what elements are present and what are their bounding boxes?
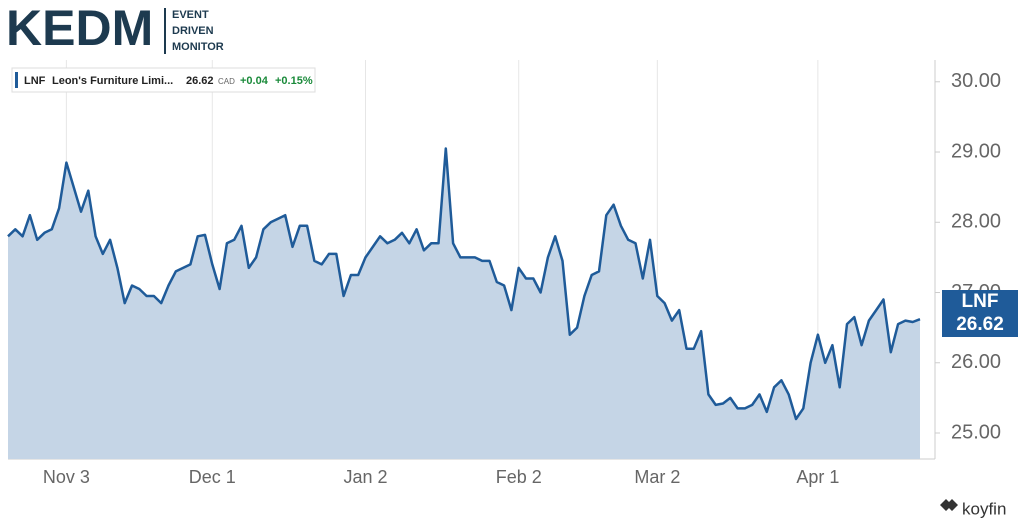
logo-line: MONITOR [172,41,224,53]
x-tick-label: Dec 1 [189,467,236,487]
logo-mark: KEDM [6,0,153,56]
legend-change: +0.04 [240,75,269,87]
price-tag-value: 26.62 [956,314,1004,335]
y-tick-label: 29.00 [951,140,1001,162]
x-tick-label: Nov 3 [43,467,90,487]
legend-swatch [15,72,18,88]
x-tick-label: Mar 2 [634,467,680,487]
footer-brand: koyfin [962,499,1006,518]
legend-change-pct: +0.15% [275,75,313,87]
x-tick-label: Jan 2 [343,467,387,487]
x-tick-label: Apr 1 [796,467,839,487]
legend-price: 26.62 [186,75,214,87]
legend-description: Leon's Furniture Limi... [52,75,173,87]
area-fill [8,148,920,459]
logo-line: EVENT [172,9,209,21]
price-line [7,147,921,421]
plot: Nov 3 Dec 1 Jan 2 Feb 2 Mar 2 Apr 1 25.00 26.00… [7,60,1001,487]
koyfin-icon [940,499,958,511]
y-tick-label: 30.00 [951,70,1001,92]
price-tag-symbol: LNF [962,291,999,312]
y-tick-label: 28.00 [951,211,1001,233]
x-tick-label: Feb 2 [496,467,542,487]
price-tag [942,290,1018,337]
y-tick-label: 26.00 [951,351,1001,373]
y-tick-label: 25.00 [951,421,1001,443]
legend-symbol: LNF [24,75,46,87]
logo-line: DRIVEN [172,25,214,37]
legend-currency: CAD [218,77,235,86]
legend-box [11,67,316,93]
